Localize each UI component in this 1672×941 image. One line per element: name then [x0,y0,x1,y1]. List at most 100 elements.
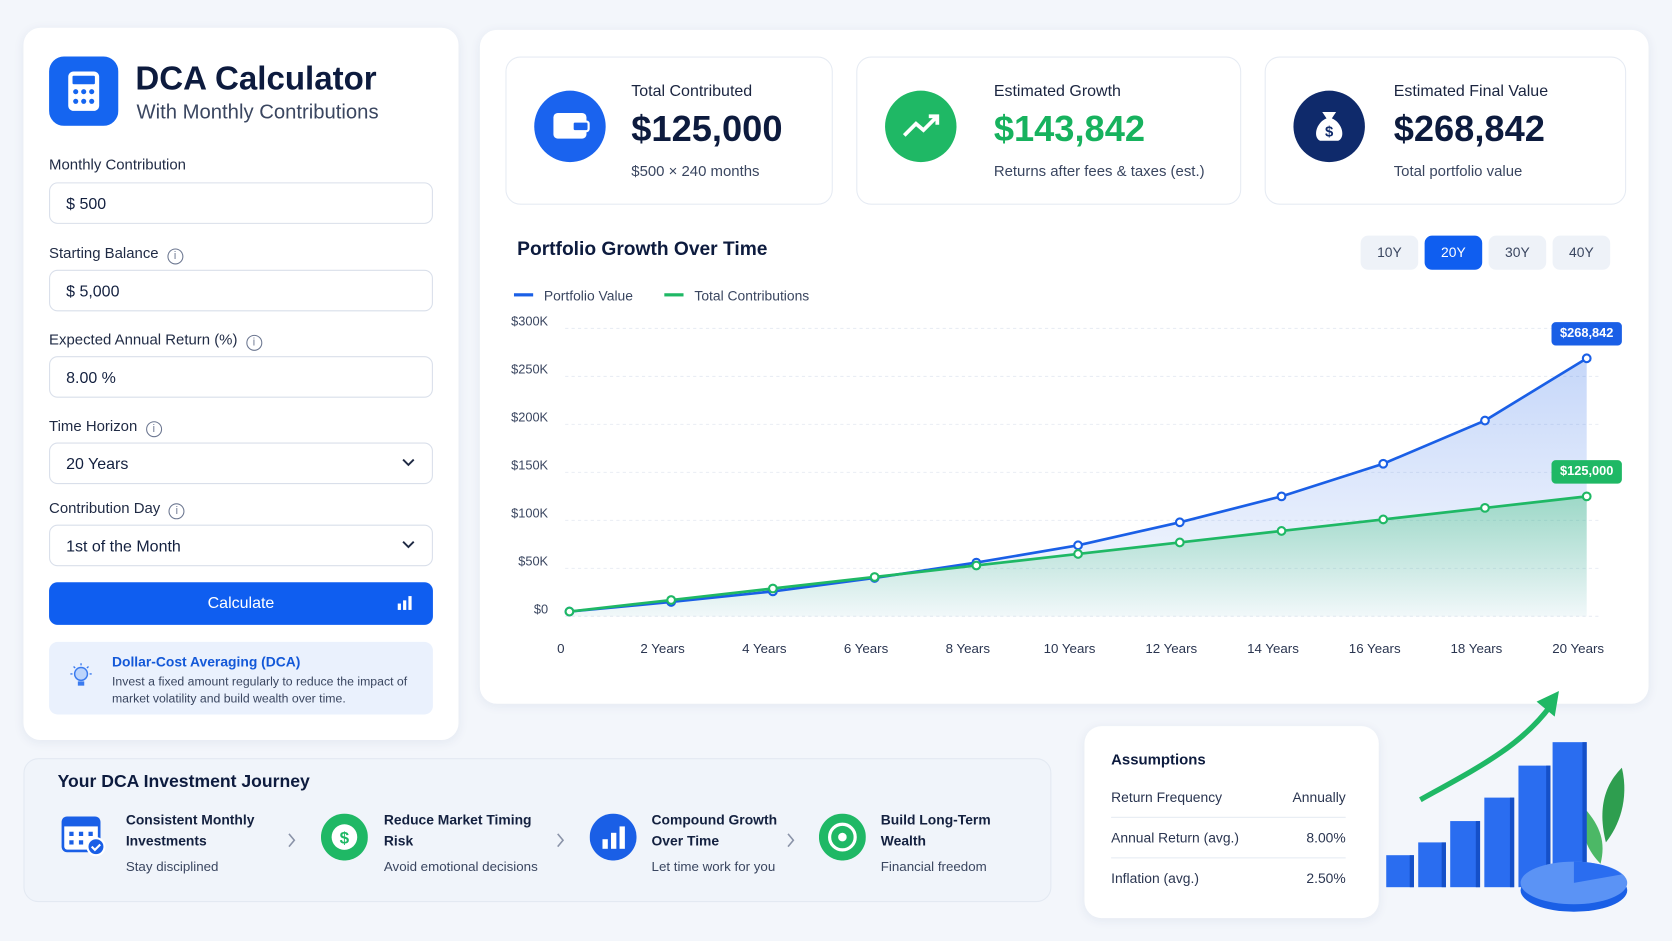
stat-note: Total portfolio value [1393,162,1523,180]
wallet-icon [534,90,606,163]
point [1073,549,1083,559]
info-icon[interactable]: i [168,503,185,520]
point [1174,537,1185,548]
field-label: Starting Balance i [49,244,184,265]
select[interactable]: 20 Years [49,442,433,485]
y-tick-label: $150K [511,457,548,472]
journey-panel [23,758,1052,903]
legend-label: Total Contributions [694,287,810,304]
field-label-text: Expected Annual Return (%) [49,330,238,348]
row-label: Annual Return (avg.) [1111,829,1240,846]
y-tick-label: $200K [511,409,548,424]
step-note: Let time work for you [651,859,776,875]
row-value: 2.50% [1306,870,1346,887]
field-label-text: Time Horizon [49,416,138,434]
y-tick-label: $0 [534,601,548,616]
input[interactable]: $ 5,000 [49,269,433,312]
x-tick-label: 10 Years [1044,641,1096,656]
step-title: Consistent Monthly Investments [125,811,255,849]
stat-value: $143,842 [993,108,1146,150]
info-icon[interactable]: i [145,421,162,438]
row-value: 8.00% [1306,829,1346,846]
field-label-text: Monthly Contribution [49,155,186,173]
stat-label: Total Contributed [631,82,753,101]
value-label: $125,000 [1560,463,1613,478]
chart-icon [589,813,637,861]
point [666,595,677,605]
svg-text:$: $ [340,828,350,847]
value-label: $268,842 [1560,325,1613,340]
app-title: DCA Calculator [135,59,377,98]
dollar-icon: $ [320,813,368,861]
x-tick-label: 20 Years [1552,641,1604,656]
divider [1111,857,1346,859]
x-tick-label: 16 Years [1349,641,1401,656]
stat-card: Estimated Growth $143,842 Returns after … [856,56,1242,205]
divider [1111,816,1346,818]
money-bag-icon: $ [1293,90,1365,163]
app-icon [49,56,119,126]
period-button[interactable]: 40Y [1552,235,1611,270]
stat-card: Total Contributed $125,000 $500 × 240 mo… [505,56,833,205]
assumption-row: Annual Return (avg.) 8.00% [1111,830,1346,846]
chart-title: Portfolio Growth Over Time [517,237,768,260]
app-subtitle: With Monthly Contributions [136,101,379,124]
y-tick-label: $250K [511,361,548,376]
chart: $0 $50K $100K $150K $200K $250K $300K 0 2 Years 4… [511,313,1622,656]
input[interactable]: $ 500 [49,182,433,224]
assumption-row: Inflation (avg.) 2.50% [1111,870,1346,886]
step-arrows [288,833,795,848]
legend: Portfolio Value Total Contributions [513,287,810,304]
chevron [402,541,415,549]
legend-swatch [664,293,684,297]
point [1581,353,1592,364]
row-label: Return Frequency [1111,789,1223,806]
button-label: Calculate [207,593,275,613]
x-tick-label: 8 Years [946,641,991,656]
step-note: Stay disciplined [125,859,219,875]
growth-icon [885,90,957,163]
period-button[interactable]: 30Y [1488,235,1547,270]
point [1480,415,1490,426]
point [1378,514,1389,525]
chevron [402,458,415,467]
stat-label: Estimated Final Value [1393,82,1549,101]
info-icon[interactable]: i [245,334,262,351]
y-tick-label: $100K [511,505,548,520]
step-title: Build Long-Term Wealth [880,811,991,849]
tip-box [49,641,433,715]
point [869,572,880,582]
stat-note: Returns after fees & taxes (est.) [993,162,1205,180]
point [1378,458,1389,469]
point [1174,517,1185,528]
calculate-button[interactable]: Calculate [49,582,433,625]
legend-swatch [513,293,534,297]
period-button[interactable]: 10Y [1360,235,1419,270]
field-label: Contribution Day i [49,499,185,520]
field-label-text: Contribution Day [49,499,161,517]
x-tick-label: 0 [557,641,564,656]
svg-text:$: $ [1325,123,1334,140]
assumption-row: Return Frequency Annually [1111,789,1346,805]
row-value: Annually [1292,789,1346,806]
stat-label: Estimated Growth [993,82,1121,101]
point [1073,540,1083,551]
assumptions-panel [1084,726,1379,919]
info-icon[interactable]: i [167,248,184,265]
stat-card: $ Estimated Final Value $268,842 Total p… [1264,56,1627,205]
select[interactable]: 1st of the Month [49,524,433,567]
x-tick-label: 12 Years [1145,641,1197,656]
field-label: Expected Annual Return (%) i [49,331,262,351]
point [1581,491,1592,502]
x-tick-label: 18 Years [1451,641,1503,656]
step-title: Compound Growth Over Time [651,811,778,849]
button-icon [397,596,412,610]
bulb-icon [70,663,92,686]
x-tick-label: 14 Years [1247,641,1299,656]
input[interactable]: 8.00 % [49,356,433,398]
legend-label: Portfolio Value [543,287,633,304]
field-label: Time Horizon i [49,416,162,438]
assumptions-title: Assumptions [1111,750,1206,768]
period-button[interactable]: 20Y [1424,235,1483,270]
